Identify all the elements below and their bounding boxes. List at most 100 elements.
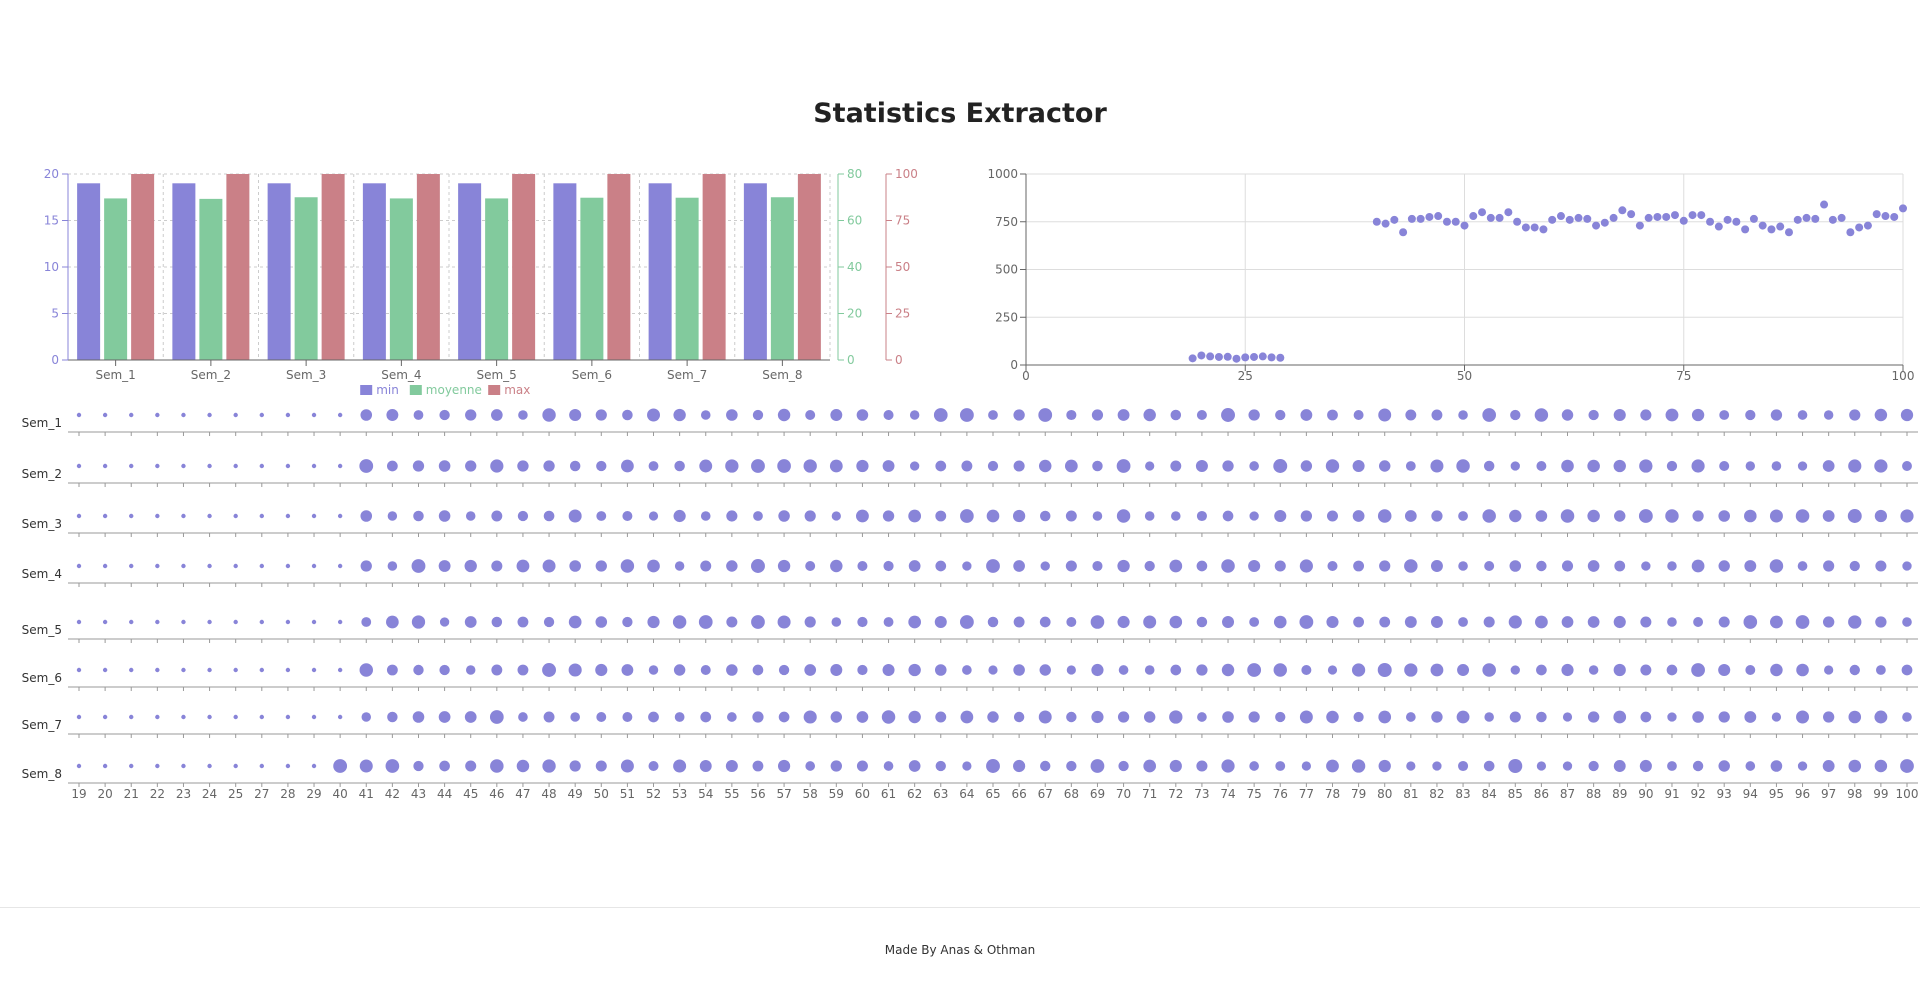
- bubble-point: [129, 513, 134, 519]
- bubble-point: [569, 560, 581, 572]
- bubble-point: [438, 711, 451, 723]
- bubble-point: [1066, 711, 1077, 723]
- bubble-point: [700, 511, 711, 521]
- bubble-point: [1849, 560, 1860, 572]
- bubble-point: [1038, 710, 1052, 724]
- bubble-point: [1901, 664, 1913, 676]
- bubble-point: [777, 759, 791, 773]
- bubble-point: [1196, 616, 1208, 628]
- bubble-point: [1405, 409, 1417, 421]
- bubble-point: [1482, 509, 1496, 523]
- bubble-point: [831, 617, 842, 627]
- bubble-x-tick-label: 20: [97, 787, 112, 801]
- bubble-point: [1849, 409, 1861, 421]
- bubble-point: [285, 619, 291, 625]
- bubble-point: [1145, 461, 1155, 471]
- bubble-point: [1353, 616, 1365, 628]
- bubble-point: [568, 509, 582, 523]
- bar-y-tick-label: 5: [51, 307, 59, 321]
- scatter-point: [1513, 217, 1522, 226]
- scatter-point: [1276, 353, 1285, 362]
- bubble-row-label: Sem_4: [22, 567, 62, 581]
- bubble-point: [438, 510, 451, 522]
- bubble-point: [181, 412, 186, 418]
- bubble-point: [620, 559, 635, 573]
- scatter-point: [1258, 352, 1267, 361]
- bubble-point: [1325, 459, 1340, 473]
- bubble-point: [1326, 759, 1339, 773]
- bubble-x-tick-label: 65: [985, 787, 1000, 801]
- bubble-point: [1667, 617, 1677, 627]
- bubble-point: [569, 408, 582, 422]
- bubble-point: [1561, 663, 1574, 677]
- bubble-point: [1613, 760, 1626, 772]
- bubble-point: [1196, 409, 1207, 421]
- scatter-y-tick-label: 250: [995, 310, 1018, 324]
- bubble-point: [543, 711, 555, 723]
- bubble-point: [1431, 711, 1443, 723]
- bubble-point: [1405, 712, 1416, 722]
- bubble-point: [595, 760, 607, 772]
- bubble-point: [285, 513, 291, 519]
- bubble-x-tick-label: 19: [71, 787, 86, 801]
- bubble-point: [439, 664, 450, 676]
- scatter-point: [1267, 353, 1276, 362]
- bubble-point: [155, 412, 160, 418]
- bubble-point: [1823, 711, 1835, 723]
- scatter-point: [1188, 354, 1197, 363]
- bubble-point: [439, 760, 450, 772]
- bubble-point: [1691, 459, 1705, 473]
- bubble-x-tick-label: 89: [1612, 787, 1627, 801]
- bubble-point: [1038, 459, 1052, 473]
- bubble-point: [777, 408, 791, 422]
- bubble-point: [803, 459, 817, 473]
- bubble-point: [1902, 461, 1912, 471]
- bubble-x-tick-label: 67: [1038, 787, 1053, 801]
- bubble-point: [465, 511, 476, 521]
- bubble-point: [908, 615, 921, 629]
- scatter-point: [1548, 215, 1557, 224]
- scatter-point: [1556, 212, 1565, 221]
- bubble-point: [569, 760, 581, 772]
- bubble-point: [1771, 461, 1782, 471]
- bubble-point: [568, 663, 582, 677]
- scatter-point: [1451, 217, 1460, 226]
- bar-moyenne: [580, 197, 604, 360]
- bubble-point: [1170, 460, 1182, 472]
- bubble-point: [1587, 711, 1600, 723]
- bubble-point: [1379, 616, 1391, 628]
- bubble-point: [259, 619, 264, 625]
- bubble-point: [1797, 561, 1808, 571]
- bubble-x-tick-label: 91: [1664, 787, 1679, 801]
- bubble-point: [959, 408, 974, 422]
- bubble-point: [1430, 616, 1443, 628]
- bubble-point: [413, 410, 424, 420]
- bubble-point: [181, 513, 186, 519]
- bubble-point: [1195, 459, 1208, 473]
- bubble-point: [1092, 511, 1103, 521]
- bubble-point: [805, 410, 816, 420]
- bubble-point: [987, 460, 999, 472]
- bubble-point: [1536, 761, 1547, 771]
- bubble-point: [882, 510, 895, 522]
- bubble-point: [1066, 665, 1076, 675]
- bubble-point: [1404, 616, 1417, 628]
- bubble-point: [1430, 663, 1444, 677]
- bubble-point: [102, 463, 108, 469]
- bubble-point: [857, 560, 868, 572]
- bubble-point: [1562, 761, 1573, 771]
- bubble-point: [1431, 510, 1443, 522]
- bubble-point: [1274, 509, 1287, 523]
- bubble-point: [1536, 664, 1547, 676]
- bubble-point: [1796, 710, 1810, 724]
- bubble-point: [1743, 615, 1758, 629]
- bubble-point: [386, 409, 399, 421]
- bubble-point: [935, 460, 947, 472]
- bubble-point: [1117, 409, 1130, 421]
- bubble-point: [648, 511, 659, 521]
- bubble-point: [1796, 663, 1809, 677]
- bubble-point: [1221, 559, 1235, 573]
- scatter-point: [1381, 219, 1390, 228]
- bubble-point: [726, 409, 738, 421]
